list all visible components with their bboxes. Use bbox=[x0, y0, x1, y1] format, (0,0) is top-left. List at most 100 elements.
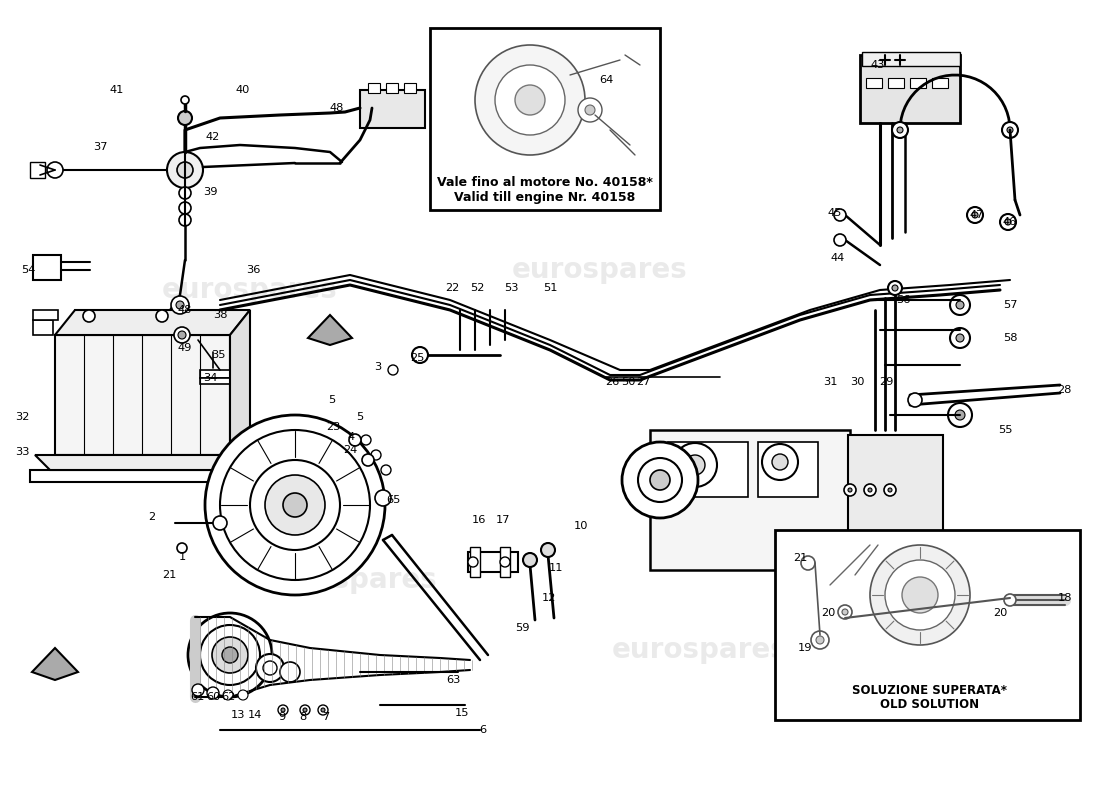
Circle shape bbox=[47, 162, 63, 178]
Bar bbox=[33, 320, 53, 335]
Circle shape bbox=[475, 45, 585, 155]
Circle shape bbox=[280, 662, 300, 682]
Circle shape bbox=[170, 296, 189, 314]
Circle shape bbox=[178, 111, 192, 125]
Text: 45: 45 bbox=[828, 208, 843, 218]
Circle shape bbox=[848, 488, 852, 492]
Text: eurospares: eurospares bbox=[162, 276, 338, 304]
Text: 13: 13 bbox=[231, 710, 245, 720]
Text: 26: 26 bbox=[605, 377, 619, 387]
Bar bbox=[888, 78, 904, 88]
Circle shape bbox=[762, 444, 798, 480]
Circle shape bbox=[1004, 594, 1016, 606]
Circle shape bbox=[870, 545, 970, 645]
Polygon shape bbox=[230, 310, 250, 455]
Circle shape bbox=[256, 654, 284, 682]
Text: 48: 48 bbox=[330, 103, 344, 113]
Bar bbox=[776, 530, 1080, 720]
Circle shape bbox=[522, 553, 537, 567]
Bar bbox=[668, 442, 748, 497]
Circle shape bbox=[956, 334, 964, 342]
Text: 44: 44 bbox=[830, 253, 845, 263]
Text: 58: 58 bbox=[1003, 333, 1018, 343]
Circle shape bbox=[238, 690, 248, 700]
Bar bbox=[30, 162, 45, 178]
Circle shape bbox=[888, 281, 902, 295]
Circle shape bbox=[318, 705, 328, 715]
Circle shape bbox=[967, 207, 983, 223]
Circle shape bbox=[223, 690, 233, 700]
Text: 60: 60 bbox=[206, 692, 220, 702]
Bar bbox=[75, 310, 103, 328]
Bar bbox=[404, 83, 416, 93]
Circle shape bbox=[578, 98, 602, 122]
Circle shape bbox=[188, 613, 272, 697]
Bar bbox=[848, 435, 943, 570]
Polygon shape bbox=[55, 310, 250, 335]
Circle shape bbox=[888, 488, 892, 492]
Circle shape bbox=[892, 285, 898, 291]
Text: 48: 48 bbox=[178, 305, 192, 315]
Text: 8: 8 bbox=[299, 712, 307, 722]
Text: OLD SOLUTION: OLD SOLUTION bbox=[880, 698, 980, 711]
Text: 40: 40 bbox=[235, 85, 250, 95]
Bar bbox=[368, 83, 379, 93]
Circle shape bbox=[950, 295, 970, 315]
Circle shape bbox=[955, 410, 965, 420]
Bar bbox=[30, 470, 265, 482]
Circle shape bbox=[179, 214, 191, 226]
Circle shape bbox=[302, 708, 307, 712]
Circle shape bbox=[192, 684, 204, 696]
Circle shape bbox=[361, 435, 371, 445]
Text: eurospares: eurospares bbox=[712, 446, 888, 474]
Text: 55: 55 bbox=[998, 425, 1012, 435]
Text: 63: 63 bbox=[446, 675, 460, 685]
Circle shape bbox=[177, 162, 192, 178]
Polygon shape bbox=[308, 315, 352, 345]
Bar bbox=[33, 310, 58, 320]
Text: 17: 17 bbox=[496, 515, 510, 525]
Circle shape bbox=[82, 310, 95, 322]
Circle shape bbox=[515, 85, 544, 115]
Text: eurospares: eurospares bbox=[612, 636, 788, 664]
Text: 61: 61 bbox=[190, 692, 205, 702]
Text: 12: 12 bbox=[542, 593, 557, 603]
Circle shape bbox=[816, 636, 824, 644]
Text: 11: 11 bbox=[549, 563, 563, 573]
Circle shape bbox=[956, 301, 964, 309]
Text: 19: 19 bbox=[798, 643, 812, 653]
Text: eurospares: eurospares bbox=[513, 256, 688, 284]
Text: 36: 36 bbox=[245, 265, 261, 275]
Text: Valid till engine Nr. 40158: Valid till engine Nr. 40158 bbox=[454, 190, 636, 203]
Circle shape bbox=[948, 403, 972, 427]
Circle shape bbox=[842, 609, 848, 615]
Text: 28: 28 bbox=[1057, 385, 1071, 395]
Text: 22: 22 bbox=[444, 283, 459, 293]
Text: 20: 20 bbox=[821, 608, 835, 618]
Bar bbox=[470, 547, 480, 577]
Circle shape bbox=[222, 647, 238, 663]
Text: 47: 47 bbox=[970, 210, 985, 220]
Bar bbox=[932, 78, 948, 88]
Circle shape bbox=[207, 687, 219, 699]
Text: 51: 51 bbox=[542, 283, 558, 293]
Circle shape bbox=[179, 202, 191, 214]
Text: 3: 3 bbox=[374, 362, 382, 372]
Text: 20: 20 bbox=[993, 608, 1008, 618]
Bar bbox=[468, 552, 518, 572]
Text: 56: 56 bbox=[895, 295, 910, 305]
Text: 57: 57 bbox=[1003, 300, 1018, 310]
Circle shape bbox=[167, 152, 204, 188]
Circle shape bbox=[176, 301, 184, 309]
Polygon shape bbox=[35, 455, 250, 470]
Circle shape bbox=[772, 454, 788, 470]
Circle shape bbox=[950, 328, 970, 348]
Text: 2: 2 bbox=[148, 512, 155, 522]
Text: 21: 21 bbox=[793, 553, 807, 563]
Circle shape bbox=[972, 212, 978, 218]
Text: 31: 31 bbox=[823, 377, 837, 387]
Bar bbox=[500, 547, 510, 577]
Text: 21: 21 bbox=[162, 570, 176, 580]
Circle shape bbox=[1000, 214, 1016, 230]
Text: 29: 29 bbox=[879, 377, 893, 387]
